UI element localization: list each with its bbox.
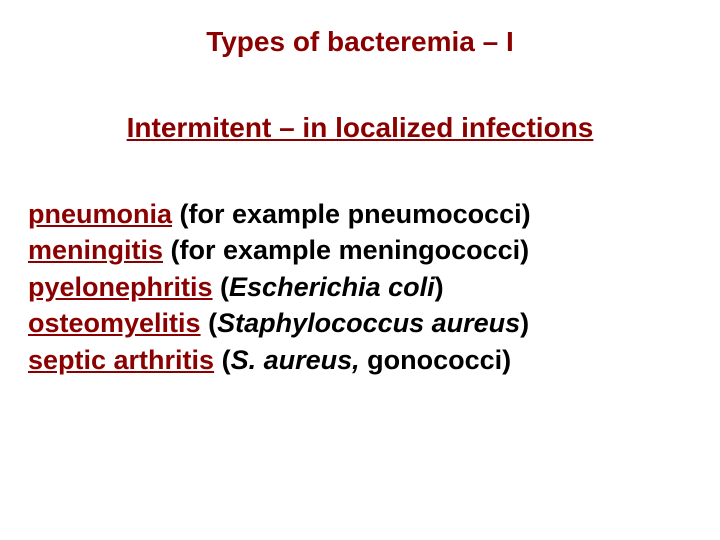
example-term: Staphylococcus aureus [217,308,520,338]
paren-open: ( [214,345,231,375]
example-term: meningococci [339,235,521,265]
disease-term: septic arthritis [28,345,214,375]
paren-close: gonococci) [360,345,512,375]
slide-body: pneumonia (for example pneumococci) meni… [28,196,692,378]
disease-term: meningitis [28,235,163,265]
list-item: pneumonia (for example pneumococci) [28,196,692,232]
paren-close: ) [435,272,444,302]
list-item: meningitis (for example meningococci) [28,232,692,268]
slide-subtitle: Intermitent – in localized infections [0,112,720,144]
slide: Types of bacteremia – I Intermitent – in… [0,0,720,540]
paren-close: ) [520,308,529,338]
example-term: pneumococci [348,199,522,229]
paren-open: (for example [163,235,339,265]
disease-term: pyelonephritis [28,272,213,302]
paren-open: ( [213,272,230,302]
example-term: Escherichia coli [229,272,435,302]
paren-close: ) [520,235,529,265]
disease-term: osteomyelitis [28,308,201,338]
paren-open: ( [201,308,218,338]
disease-term: pneumonia [28,199,172,229]
list-item: septic arthritis (S. aureus, gonococci) [28,342,692,378]
list-item: osteomyelitis (Staphylococcus aureus) [28,305,692,341]
paren-open: (for example [172,199,348,229]
paren-close: ) [522,199,531,229]
list-item: pyelonephritis (Escherichia coli) [28,269,692,305]
slide-title: Types of bacteremia – I [0,26,720,58]
example-term: S. aureus, [231,345,360,375]
